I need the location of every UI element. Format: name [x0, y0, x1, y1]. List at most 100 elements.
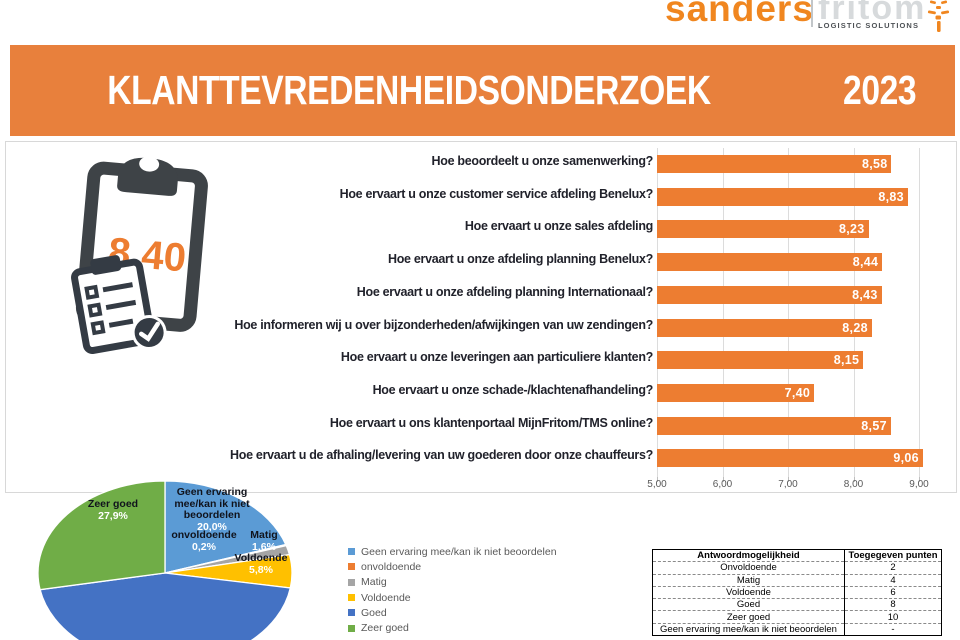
- bar: 8,28: [657, 318, 872, 337]
- pie-label-zeer-goed: Zeer goed 27,9%: [87, 498, 139, 522]
- pie-legend: Geen ervaring mee/kan ik niet beoordelen…: [348, 544, 557, 636]
- logo-tagline: LOGISTIC SOLUTIONS: [818, 21, 920, 30]
- table-cell: 2: [844, 561, 942, 575]
- bar: 8,15: [657, 351, 864, 370]
- page-title: KLANTTEVREDENHEIDSONDERZOEK: [107, 67, 711, 113]
- checklist-icon: [71, 255, 167, 355]
- axis-tick-label: 5,00: [647, 479, 667, 490]
- legend-item: onvoldoende: [348, 559, 557, 574]
- logo-sanders-text: sanders: [665, 0, 814, 29]
- question-label: Hoe ervaart u onze afdeling planning Int…: [356, 284, 654, 299]
- bar-value-label: 8,43: [852, 287, 878, 302]
- bar: 8,57: [657, 416, 891, 435]
- question-label: Hoe informeren wij u over bijzonderheden…: [234, 317, 653, 332]
- legend-swatch: [348, 609, 355, 617]
- legend-swatch: [348, 563, 355, 571]
- score-clipboard: 8,40: [60, 146, 230, 361]
- gridline: [788, 148, 789, 477]
- table-row: Zeer goed 10: [652, 610, 942, 624]
- pie-slice: [39, 572, 292, 640]
- bar-value-label: 8,15: [833, 353, 860, 368]
- legend-label: Geen ervaring mee/kan ik niet beoordelen: [361, 545, 557, 558]
- legend-label: Zeer goed: [361, 622, 409, 635]
- bar-value-label: 8,83: [878, 189, 904, 204]
- bar-value-label: 9,06: [893, 451, 919, 466]
- table-cell: Voldoende: [652, 586, 845, 600]
- bar-value-label: 8,44: [852, 255, 879, 270]
- table-row: Onvoldoende 2: [652, 561, 942, 575]
- legend-swatch: [348, 594, 355, 602]
- axis-tick: [919, 477, 920, 482]
- pie-label-voldoende: Voldoende 5,8%: [234, 552, 288, 576]
- legend-label: Matig: [361, 576, 387, 589]
- pie-chart: [37, 480, 293, 640]
- question-label: Hoe beoordeelt u onze samenwerking?: [431, 154, 654, 168]
- table-cell: Goed: [652, 598, 845, 612]
- question-label: Hoe ervaart u de afhaling/levering van u…: [230, 448, 653, 463]
- gridline: [657, 148, 658, 477]
- pie-slice: [37, 480, 166, 591]
- question-label: Hoe ervaart u onze customer service afde…: [339, 186, 654, 201]
- legend-label: Voldoende: [361, 591, 411, 604]
- table-row: Geen ervaring mee/kan ik niet beoordelen…: [652, 623, 942, 636]
- pie-label-matig: Matig 1,6%: [250, 529, 278, 553]
- bar: 8,43: [657, 285, 882, 304]
- bar: 7,40: [657, 383, 815, 402]
- pie-slice: [164, 480, 287, 574]
- table-cell: Onvoldoende: [652, 561, 845, 575]
- bar-value-label: 8,58: [861, 157, 888, 171]
- table-row: Goed 8: [652, 598, 942, 612]
- gridline: [853, 148, 855, 477]
- logo-divider: [811, 0, 813, 27]
- legend-item: Geen ervaring mee/kan ik niet beoordelen: [348, 544, 557, 559]
- bar-value-label: 7,40: [784, 385, 811, 400]
- pie-label-geen-ervaring-mee-kan-ik-niet-beoordelen: Geen ervaring mee/kan ik niet beoordelen…: [174, 486, 250, 533]
- axis-tick: [657, 477, 658, 482]
- question-label: Hoe ervaart u onze leveringen aan partic…: [340, 350, 653, 365]
- title-banner: KLANTTEVREDENHEIDSONDERZOEK 2023: [10, 45, 955, 136]
- legend-item: Matig: [348, 575, 557, 590]
- table-header-points: Toegegeven punten: [844, 549, 942, 563]
- table-cell: 8: [844, 598, 942, 612]
- axis-tick: [722, 477, 724, 482]
- table-cell: Geen ervaring mee/kan ik niet beoordelen: [652, 623, 845, 636]
- axis-tick: [788, 477, 789, 482]
- page-title-year: 2023: [842, 67, 917, 113]
- table-cell: Zeer goed: [652, 610, 845, 624]
- legend-label: onvoldoende: [361, 560, 422, 573]
- table-row: Matig 4: [652, 574, 942, 587]
- question-label: Hoe ervaart u onze schade-/klachtenafhan…: [372, 382, 654, 397]
- logo-fritom-text: fritom: [818, 0, 927, 27]
- axis-tick: [853, 477, 855, 482]
- legend-item: Voldoende: [348, 590, 557, 605]
- bar: 9,06: [657, 449, 923, 468]
- question-label: Hoe ervaart u onze sales afdeling: [464, 219, 653, 234]
- bar-value-label: 8,28: [842, 320, 868, 335]
- gridline: [919, 148, 920, 477]
- gridline: [722, 148, 724, 477]
- legend-item: Zeer goed: [348, 620, 557, 635]
- bar-value-label: 8,57: [861, 418, 887, 433]
- bar: 8,83: [657, 187, 908, 206]
- question-label: Hoe ervaart u onze afdeling planning Ben…: [387, 252, 653, 267]
- axis-tick-label: 9,00: [909, 479, 929, 490]
- axis-tick-label: 6,00: [712, 479, 733, 490]
- bar: 8,44: [657, 253, 883, 272]
- tree-icon: [927, 0, 950, 32]
- logo: sanders fritom LOGISTIC SOLUTIONS: [0, 0, 960, 34]
- legend-swatch: [348, 548, 355, 556]
- table-cell: 4: [844, 574, 942, 587]
- table-cell: -: [891, 623, 895, 635]
- axis-tick-label: 8,00: [843, 479, 864, 490]
- legend-label: Goed: [361, 606, 387, 619]
- legend-item: Goed: [348, 605, 557, 620]
- table-cell: 6: [844, 586, 942, 600]
- bar-value-label: 8,23: [839, 222, 865, 237]
- table-header-answer: Antwoordmogelijkheid: [652, 549, 845, 563]
- bar: 8,58: [657, 155, 892, 173]
- points-table: Antwoordmogelijkheid Toegegeven punten O…: [652, 549, 942, 637]
- pie-label-onvoldoende: onvoldoende 0,2%: [171, 529, 237, 553]
- legend-swatch: [348, 578, 355, 586]
- table-cell: Matig: [652, 574, 845, 587]
